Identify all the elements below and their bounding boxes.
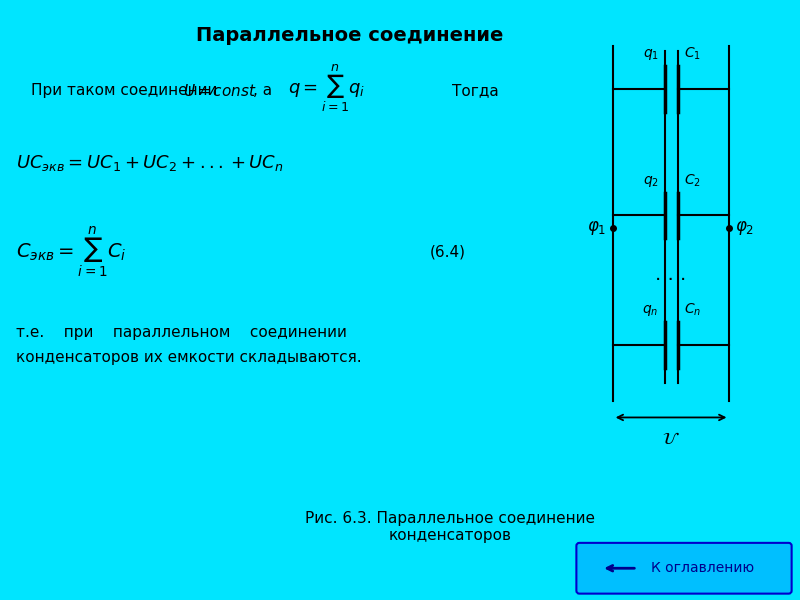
Text: К оглавлению: К оглавлению bbox=[651, 561, 754, 575]
Text: $q_n$: $q_n$ bbox=[642, 303, 658, 318]
FancyBboxPatch shape bbox=[576, 543, 792, 593]
Text: При таком соединении: При таком соединении bbox=[31, 83, 222, 98]
Text: Рис. 6.3. Параллельное соединение
конденсаторов: Рис. 6.3. Параллельное соединение конден… bbox=[305, 511, 595, 543]
Text: $UC_{\mathit{экв}} = UC_1 + UC_2 + ... + UC_n$: $UC_{\mathit{экв}} = UC_1 + UC_2 + ... +… bbox=[16, 152, 284, 173]
Text: $\varphi_1$: $\varphi_1$ bbox=[587, 220, 606, 238]
Text: $U{=}const$: $U{=}const$ bbox=[182, 83, 257, 99]
Text: т.е.    при    параллельном    соединении
конденсаторов их емкости складываются.: т.е. при параллельном соединении конденс… bbox=[16, 325, 362, 365]
Text: $C_2$: $C_2$ bbox=[683, 172, 701, 188]
Text: · · ·: · · · bbox=[655, 271, 686, 290]
Text: Параллельное соединение: Параллельное соединение bbox=[197, 26, 504, 45]
Text: $q = \sum_{i=1}^{n} q_i$: $q = \sum_{i=1}^{n} q_i$ bbox=[288, 62, 366, 114]
Text: $C_1$: $C_1$ bbox=[683, 46, 701, 62]
Text: $\varphi_2$: $\varphi_2$ bbox=[735, 220, 754, 238]
Text: $C_{\mathit{экв}} = \sum_{i=1}^{n} C_i$: $C_{\mathit{экв}} = \sum_{i=1}^{n} C_i$ bbox=[16, 224, 126, 280]
Text: $C_n$: $C_n$ bbox=[683, 302, 701, 318]
Text: $q_2$: $q_2$ bbox=[642, 173, 658, 188]
Text: (6.4): (6.4) bbox=[430, 245, 466, 260]
Text: $\mathcal{U}$: $\mathcal{U}$ bbox=[662, 430, 680, 448]
Text: Тогда: Тогда bbox=[452, 83, 498, 98]
Text: , а: , а bbox=[253, 83, 272, 98]
Text: $q_1$: $q_1$ bbox=[642, 47, 658, 62]
